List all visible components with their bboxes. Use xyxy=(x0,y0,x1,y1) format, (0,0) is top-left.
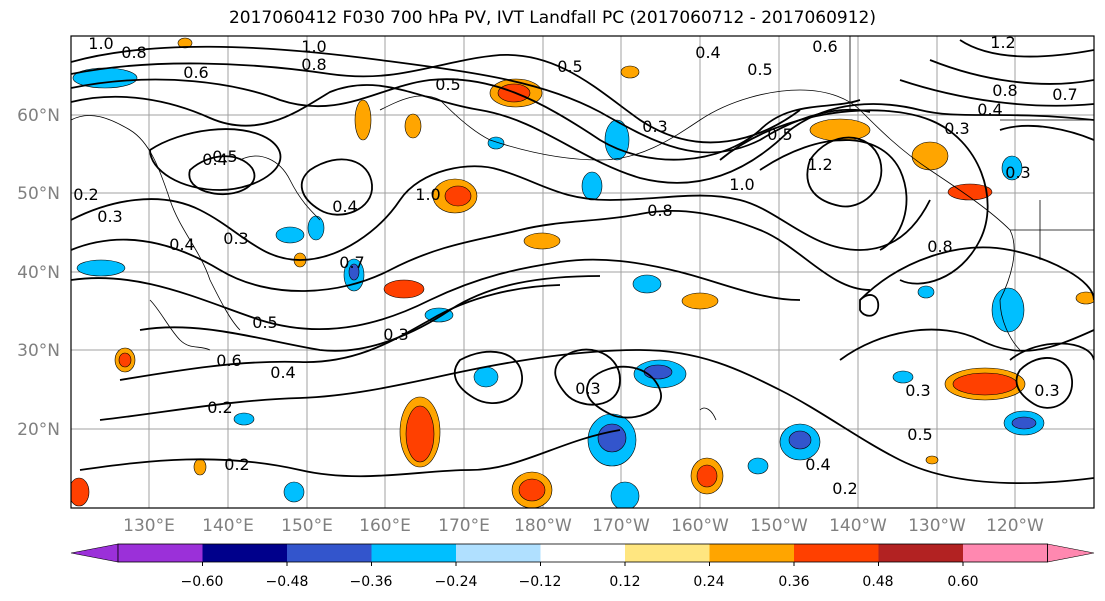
colorbar-tick: −0.48 xyxy=(266,574,309,590)
contour-label: 0.5 xyxy=(252,313,277,332)
lat-label: 30°N xyxy=(17,341,60,361)
colorbar-segment xyxy=(963,544,1048,562)
coastlines xyxy=(71,36,1094,421)
lon-label: 170°E xyxy=(438,516,490,536)
contour-label: 0.6 xyxy=(216,351,241,370)
pv-contours xyxy=(71,39,1094,485)
contour-label: 0.2 xyxy=(832,479,857,498)
filled-anomalies xyxy=(71,37,1094,508)
colorbar-tick: 0.36 xyxy=(778,574,809,590)
colorbar-tick: −0.36 xyxy=(350,574,393,590)
contour-label: 0.2 xyxy=(224,455,249,474)
contour-label: 0.4 xyxy=(977,100,1002,119)
colorbar-tick: 0.48 xyxy=(862,574,893,590)
contour-label: 0.6 xyxy=(183,63,208,82)
colorbar-tick: −0.12 xyxy=(519,574,562,590)
lat-label: 50°N xyxy=(17,184,60,204)
lon-label: 140°E xyxy=(202,516,254,536)
contour-label: 0.5 xyxy=(767,125,792,144)
colorbar-segment xyxy=(202,544,287,562)
contour-label: 0.8 xyxy=(992,81,1017,100)
contour-label: 0.4 xyxy=(202,150,227,169)
contour-label: 0.3 xyxy=(223,229,248,248)
colorbar-segment xyxy=(794,544,879,562)
map-title: 2017060412 F030 700 hPa PV, IVT Landfall… xyxy=(228,8,876,28)
lat-label: 40°N xyxy=(17,263,60,283)
contour-label: 0.4 xyxy=(695,43,720,62)
colorbar xyxy=(70,543,1095,566)
contour-label: 0.3 xyxy=(905,381,930,400)
contour-label: 0.5 xyxy=(747,60,772,79)
contour-label: 0.3 xyxy=(97,207,122,226)
lon-label: 120°W xyxy=(986,516,1044,536)
colorbar-extend-min xyxy=(70,543,119,563)
lon-label: 160°W xyxy=(671,516,729,536)
latitude-labels: 60°N 50°N 40°N 30°N 20°N xyxy=(17,106,60,440)
colorbar-extend-max xyxy=(1047,543,1095,563)
contour-label: 0.3 xyxy=(383,325,408,344)
lon-label: 150°W xyxy=(750,516,808,536)
colorbar-segment xyxy=(456,544,541,562)
contour-label: 1.0 xyxy=(301,37,326,56)
contour-label: 0.3 xyxy=(944,119,969,138)
contour-label: 1.2 xyxy=(990,33,1015,52)
gridlines xyxy=(71,36,1094,508)
lon-label: 140°W xyxy=(829,516,887,536)
contour-label: 0.4 xyxy=(805,455,830,474)
colorbar-tick: 0.60 xyxy=(947,574,978,590)
lon-label: 170°W xyxy=(592,516,650,536)
contour-label: 0.5 xyxy=(907,425,932,444)
contour-label: 0.8 xyxy=(647,201,672,220)
contour-label: 0.5 xyxy=(435,75,460,94)
colorbar-segment xyxy=(540,544,625,562)
colorbar-tick: 0.24 xyxy=(693,574,724,590)
contour-label: 0.8 xyxy=(301,55,326,74)
contour-label: 0.5 xyxy=(557,57,582,76)
contour-label: 0.3 xyxy=(1005,163,1030,182)
colorbar-tick: 0.12 xyxy=(609,574,640,590)
contour-label: 0.6 xyxy=(812,37,837,56)
contour-label: 0.8 xyxy=(121,43,146,62)
contour-label: 0.7 xyxy=(339,253,364,272)
contour-label: 1.0 xyxy=(415,185,440,204)
contour-label: 1.0 xyxy=(88,34,113,53)
lon-label: 130°E xyxy=(123,516,175,536)
lon-label: 130°W xyxy=(908,516,966,536)
colorbar-tick: −0.24 xyxy=(435,574,478,590)
colorbar-segment xyxy=(118,544,203,562)
colorbar-segment xyxy=(878,544,963,562)
contour-label: 0.3 xyxy=(1034,381,1059,400)
contour-label: 0.2 xyxy=(207,398,232,417)
contour-labels: 1.0 0.80.61.00.80.50.50.40.30.50.6 1.20.80… xyxy=(73,33,1077,498)
contour-label: 0.3 xyxy=(575,379,600,398)
longitude-labels: 130°E 140°E 150°E 160°E 170°E 180°W 170°… xyxy=(123,516,1044,536)
contour-label: 0.4 xyxy=(169,235,194,254)
contour-label: 0.5 xyxy=(212,147,237,166)
contour-label: 1.2 xyxy=(807,155,832,174)
lon-label: 150°E xyxy=(281,516,333,536)
contour-label: 0.4 xyxy=(332,197,357,216)
colorbar-tick: −0.60 xyxy=(181,574,224,590)
colorbar-segment xyxy=(287,544,372,562)
contour-label: 0.2 xyxy=(73,185,98,204)
lat-label: 20°N xyxy=(17,420,60,440)
colorbar-segment xyxy=(625,544,710,562)
contour-label: 0.7 xyxy=(1052,85,1077,104)
lon-label: 160°E xyxy=(359,516,411,536)
colorbar-tick-labels: −0.60 −0.48 −0.36 −0.24 −0.12 0.12 0.24 … xyxy=(181,574,979,590)
colorbar-segment xyxy=(371,544,456,562)
colorbar-outline xyxy=(117,543,1048,563)
map-frame xyxy=(70,35,1095,509)
contour-label: 0.8 xyxy=(927,237,952,256)
lat-label: 60°N xyxy=(17,106,60,126)
lon-label: 180°W xyxy=(514,516,572,536)
contour-label: 1.0 xyxy=(729,175,754,194)
contour-label: 0.4 xyxy=(270,363,295,382)
contour-label: 0.3 xyxy=(642,117,667,136)
colorbar-segment xyxy=(709,544,794,562)
